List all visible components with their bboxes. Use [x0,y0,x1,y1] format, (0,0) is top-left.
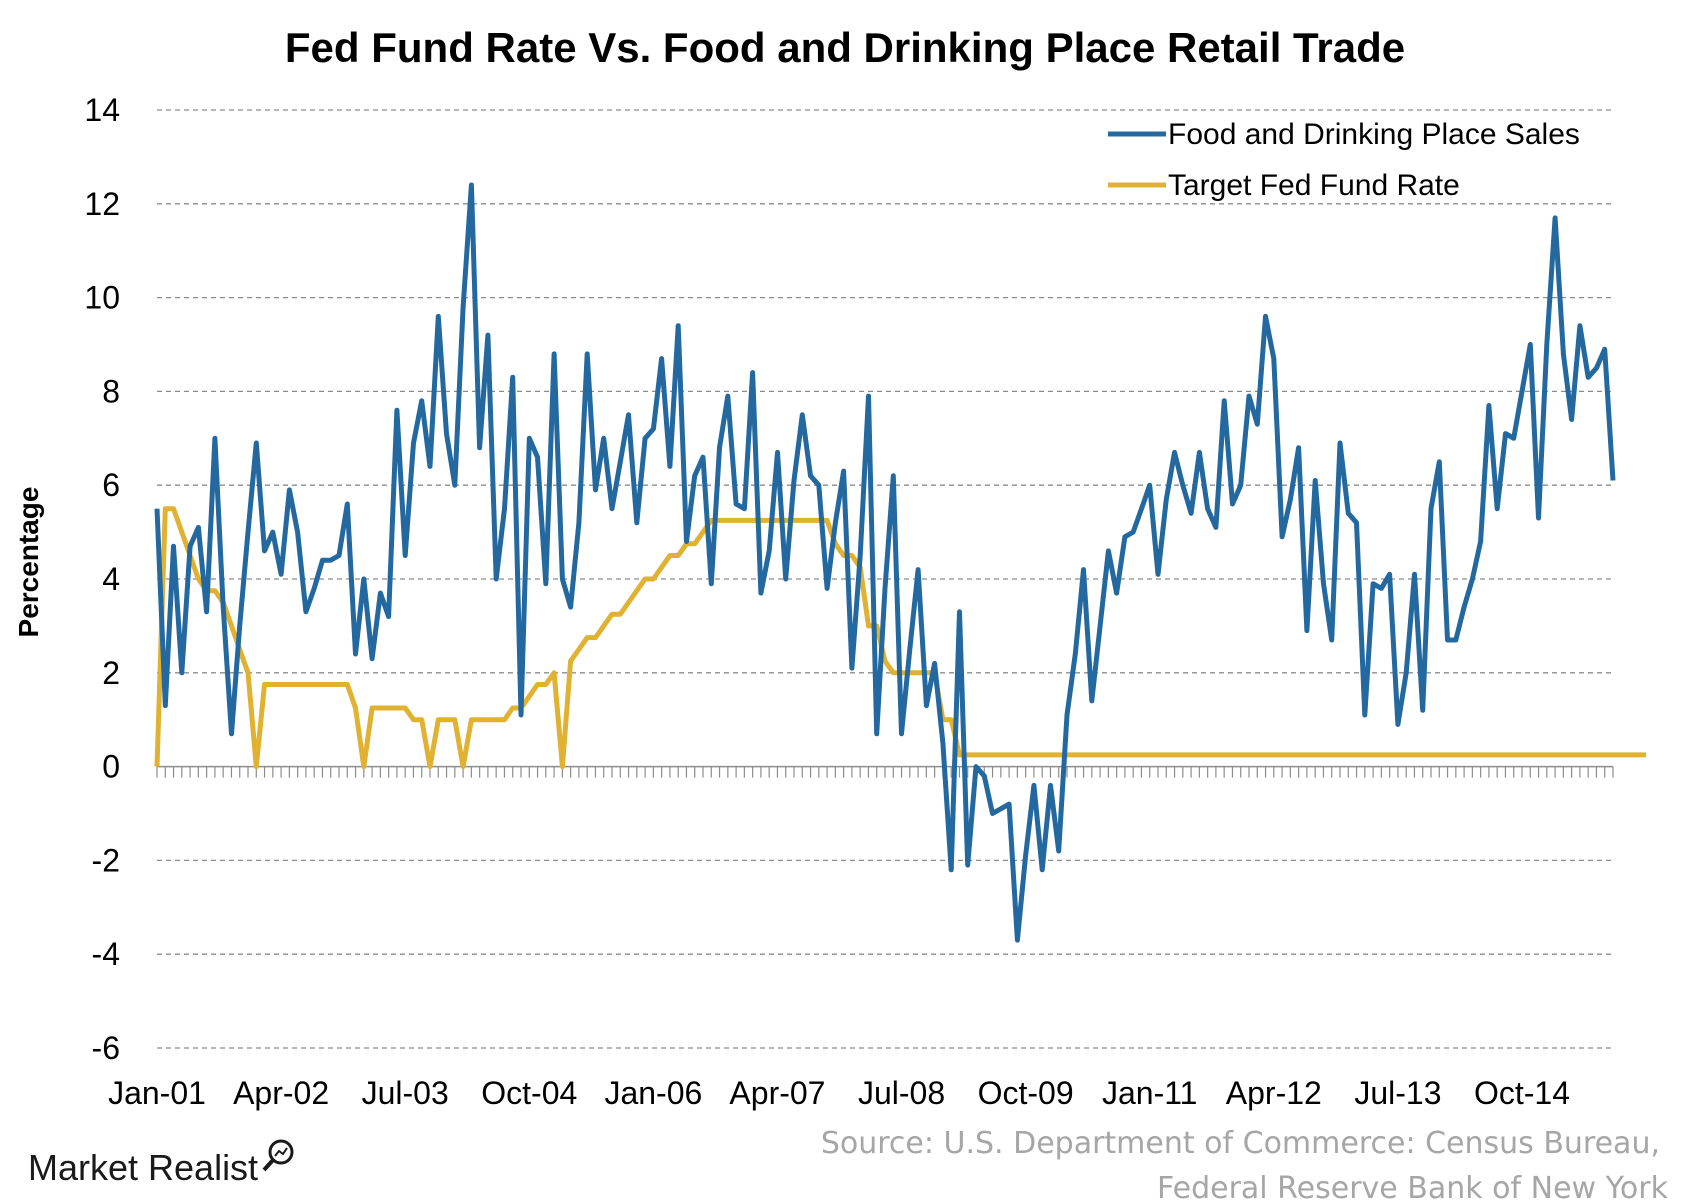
y-tick-label: -4 [92,936,120,972]
brand-name: Market Realist [28,1147,258,1188]
legend: Food and Drinking Place Sales Target Fed… [1108,118,1580,202]
x-tick-labels: Jan-01 Apr-02 Jul-03 Oct-04 Jan-06 Apr-07 Jul-… [108,1075,1570,1111]
y-tick-label: -2 [92,842,120,878]
x-tick-label: Jul-08 [858,1075,945,1111]
y-tick-label: 12 [84,186,120,222]
series-line-food-sales [154,182,1616,943]
x-tick-label: Oct-04 [481,1075,577,1111]
chart-title: Fed Fund Rate Vs. Food and Drinking Plac… [285,24,1405,71]
y-tick-label: -6 [92,1030,120,1066]
x-tick-label: Oct-09 [978,1075,1074,1111]
y-tick-label: 6 [102,467,120,503]
legend-label-food-sales: Food and Drinking Place Sales [1168,118,1580,151]
y-tick-label: 8 [102,373,120,409]
y-tick-labels: 14 12 10 8 6 4 2 0 -2 -4 -6 [84,92,120,1066]
y-tick-label: 2 [102,655,120,691]
series-lines [154,182,1647,943]
market-realist-logo: Market Realist [28,1139,294,1188]
source-line-2: Federal Reserve Bank of New York [1157,1171,1669,1201]
x-tick-label: Jul-03 [362,1075,449,1111]
x-tick-label: Jan-01 [108,1075,206,1111]
y-tick-label: 10 [84,280,120,316]
x-tick-label: Apr-02 [233,1075,329,1111]
legend-label-fed-rate: Target Fed Fund Rate [1168,169,1460,202]
y-tick-label: 4 [102,561,120,597]
y-tick-label: 0 [102,749,120,785]
x-tick-label: Jan-11 [1102,1075,1197,1111]
magnifier-chart-icon [262,1139,294,1172]
source-line-1: Source: U.S. Department of Commerce: Cen… [821,1126,1660,1161]
x-tick-label: Jul-13 [1354,1075,1441,1111]
y-tick-label: 14 [84,92,120,128]
x-tick-label: Apr-07 [729,1075,825,1111]
x-tick-label: Jan-06 [604,1075,702,1111]
x-axis [156,765,1614,778]
y-axis-label: Percentage [13,487,44,638]
x-tick-label: Oct-14 [1474,1075,1570,1111]
x-tick-label: Apr-12 [1226,1075,1322,1111]
